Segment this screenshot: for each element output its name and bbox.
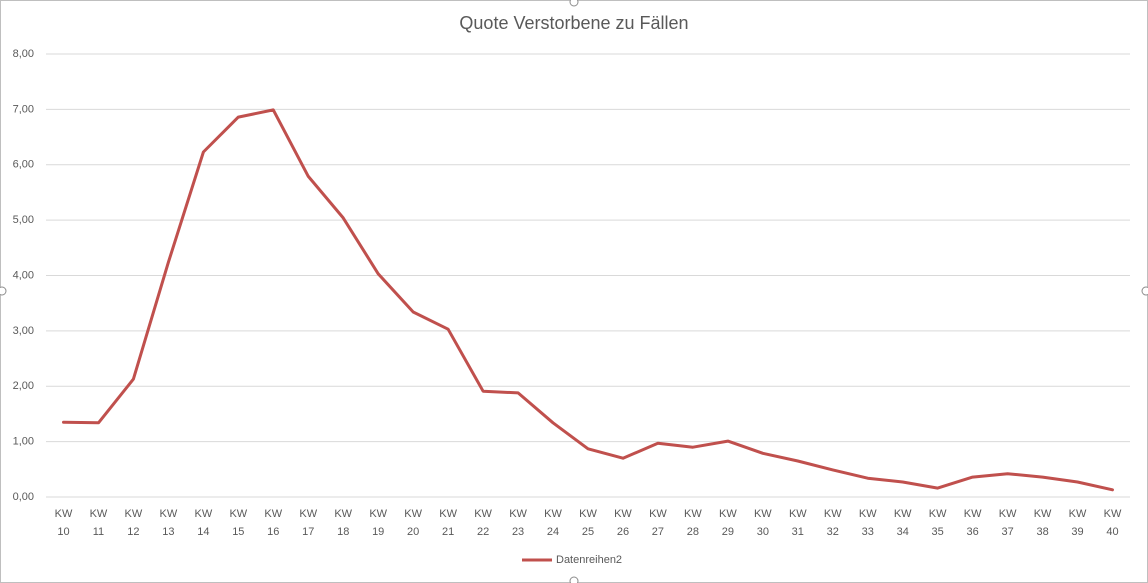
x-tick-label: KW 14 [194,508,212,538]
x-tick-label: KW 34 [894,508,912,538]
x-tick-label: KW 24 [544,508,562,538]
x-tick-label: KW 33 [859,508,877,538]
x-tick-label: KW 31 [789,508,807,538]
y-tick-label: 1,00 [13,436,34,448]
x-tick-label: KW 29 [719,508,737,538]
y-tick-label: 3,00 [13,325,34,337]
x-tick-label: KW 28 [684,508,702,538]
chart-title: Quote Verstorbene zu Fällen [459,13,688,33]
x-tick-label: KW 22 [474,508,492,538]
x-tick-label: KW 37 [999,508,1017,538]
x-tick-label: KW 35 [929,508,947,538]
x-tick-label: KW 36 [964,508,982,538]
x-tick-label: KW 20 [404,508,422,538]
x-tick-label: KW 16 [264,508,282,538]
x-tick-label: KW 30 [754,508,772,538]
x-tick-label: KW 26 [614,508,632,538]
x-tick-label: KW 17 [299,508,317,538]
y-tick-label: 8,00 [13,48,34,60]
x-tick-label: KW 11 [90,508,108,538]
y-tick-label: 2,00 [13,380,34,392]
x-tick-label: KW 39 [1069,508,1087,538]
x-tick-label: KW 40 [1104,508,1122,538]
x-tick-label: KW 38 [1034,508,1052,538]
x-tick-label: KW 27 [649,508,667,538]
x-tick-label: KW 19 [369,508,387,538]
y-tick-label: 6,00 [13,159,34,171]
y-tick-label: 4,00 [13,269,34,281]
x-tick-label: KW 21 [439,508,457,538]
x-tick-label: KW 15 [229,508,247,538]
y-tick-label: 5,00 [13,214,34,226]
x-tick-label: KW 25 [579,508,597,538]
y-tick-label: 7,00 [13,103,34,115]
x-tick-label: KW 13 [160,508,178,538]
x-tick-label: KW 23 [509,508,527,538]
legend-label: Datenreihen2 [556,554,622,566]
data-line [62,108,1114,492]
x-tick-label: KW 10 [55,508,73,538]
y-tick-label: 0,00 [13,491,34,503]
x-tick-label: KW 12 [125,508,143,538]
x-tick-label: KW 18 [334,508,352,538]
x-tick-label: KW 32 [824,508,842,538]
